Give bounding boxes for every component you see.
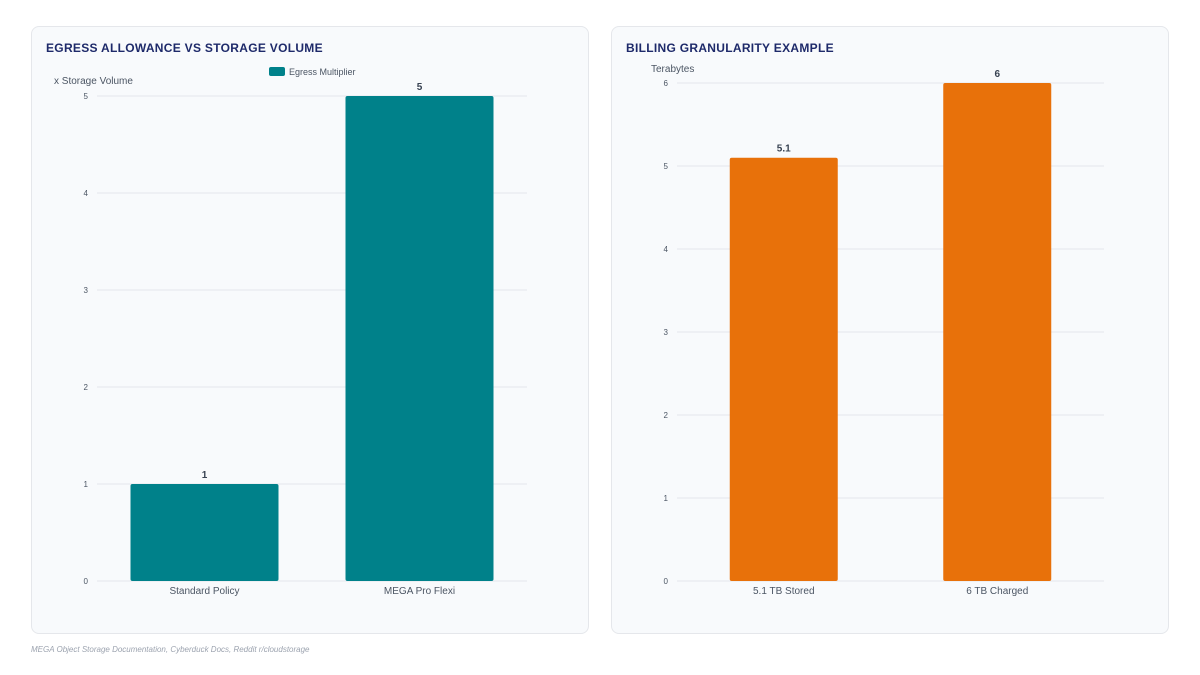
bar [729,157,838,581]
y-tick-label: 3 [84,286,89,295]
x-category-label: 5.1 TB Stored [753,586,815,597]
data-label: 5.1 [777,144,791,155]
x-category-label: Standard Policy [169,586,239,597]
chart-title: Egress Allowance vs Storage Volume [46,41,323,55]
y-tick-label: 2 [664,411,669,420]
y-tick-label: 4 [84,189,89,198]
data-label: 6 [994,69,1000,80]
y-tick-label: 3 [664,328,669,337]
data-label: 1 [202,470,208,481]
y-tick-label: 1 [84,480,89,489]
y-tick-label: 4 [664,245,669,254]
bar [345,96,494,581]
y-axis-title: x Storage Volume [54,76,133,87]
y-tick-label: 0 [664,577,669,586]
y-tick-label: 6 [664,79,669,88]
y-tick-label: 5 [84,92,89,101]
x-category-label: MEGA Pro Flexi [384,586,455,597]
billing-chart: Terabytes 0 1 2 3 4 5 6 5.1 5.1 TB Stored 6 6 TB Ch… [651,64,1104,597]
source-note: MEGA Object Storage Documentation, Cyber… [31,645,310,654]
bar [943,83,1052,581]
y-tick-label: 2 [84,383,89,392]
legend-swatch [269,67,285,76]
egress-chart: x Storage Volume 0 1 2 3 4 5 Egress Multiplier 1… [54,67,527,597]
bar [130,484,279,581]
y-axis-title: Terabytes [651,64,694,75]
legend-label: Egress Multiplier [289,67,356,77]
y-tick-label: 1 [664,494,669,503]
x-category-label: 6 TB Charged [966,586,1028,597]
y-tick-label: 5 [664,162,669,171]
data-label: 5 [417,82,423,93]
billing-chart-card: Billing Granularity Example Terabytes 0 1 2… [611,26,1169,634]
chart-title: Billing Granularity Example [626,41,834,55]
egress-chart-card: Egress Allowance vs Storage Volume x Sto… [31,26,589,634]
y-tick-label: 0 [84,577,89,586]
